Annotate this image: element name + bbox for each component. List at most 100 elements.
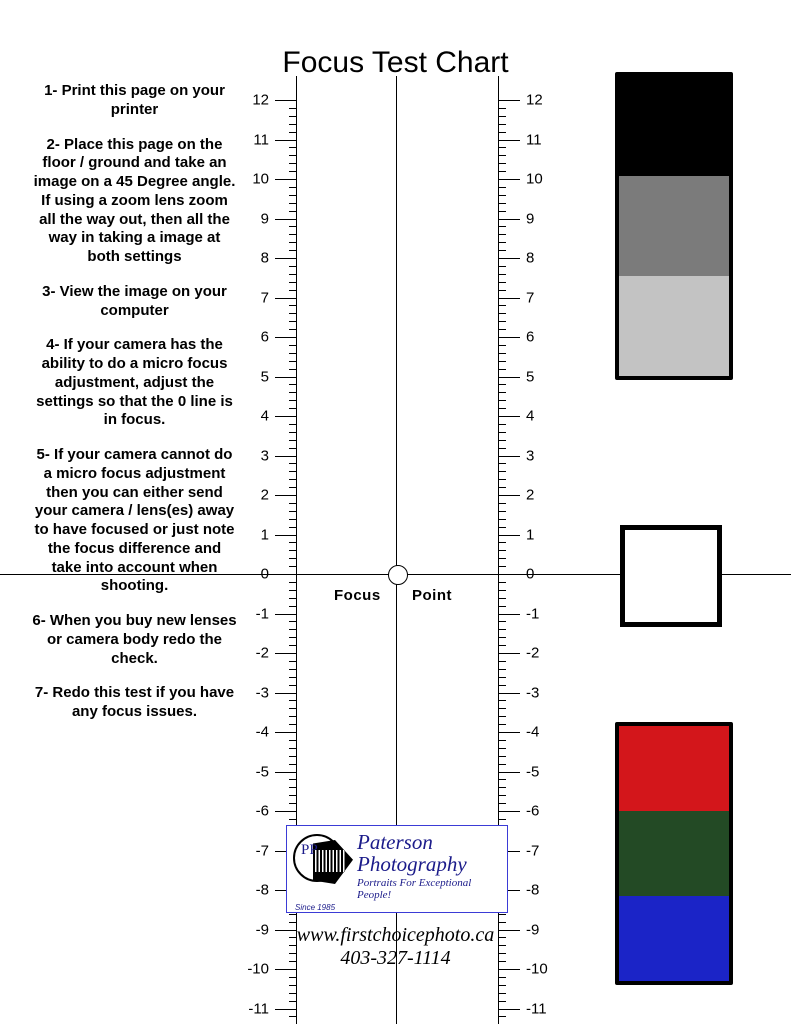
branding-card: PP Since 1985 Paterson Photography Portr… (286, 825, 508, 913)
tick-minor (498, 748, 506, 749)
logo-since: Since 1985 (295, 903, 335, 912)
tick-minor (289, 566, 297, 567)
tick-minor (289, 392, 297, 393)
tick-minor (289, 637, 297, 638)
tick-minor (498, 645, 506, 646)
tick-minor (289, 369, 297, 370)
tick-minor (498, 274, 506, 275)
tick-minor (498, 282, 506, 283)
tick-minor (289, 819, 297, 820)
tick-major (275, 456, 297, 457)
tick-major (498, 298, 520, 299)
tick-label: -3 (526, 685, 550, 700)
tick-label: 6 (245, 330, 269, 345)
tick-minor (289, 914, 297, 915)
tick-label: -8 (245, 883, 269, 898)
tick-minor (498, 321, 506, 322)
tick-label: 4 (526, 409, 550, 424)
tick-minor (289, 440, 297, 441)
tick-minor (498, 629, 506, 630)
tick-label: 5 (526, 369, 550, 384)
white-swatch (620, 525, 722, 627)
tick-minor (289, 511, 297, 512)
tick-minor (498, 819, 506, 820)
tick-minor (498, 606, 506, 607)
tick-minor (289, 503, 297, 504)
tick-major (275, 653, 297, 654)
chart-title: Focus Test Chart (282, 46, 508, 80)
tick-label: 1 (526, 527, 550, 542)
tick-label: 2 (526, 488, 550, 503)
tick-minor (289, 116, 297, 117)
tick-minor (498, 503, 506, 504)
tick-label: 7 (526, 290, 550, 305)
tick-label: 3 (245, 448, 269, 463)
tick-minor (289, 226, 297, 227)
tick-minor (289, 724, 297, 725)
step-1: 1- Print this page on your printer (32, 82, 237, 120)
tick-minor (289, 519, 297, 520)
tick-label: -8 (526, 883, 550, 898)
brand-line-2: Photography (357, 853, 501, 875)
tick-minor (289, 313, 297, 314)
tick-major (275, 535, 297, 536)
tick-minor (289, 795, 297, 796)
tick-minor (498, 384, 506, 385)
tick-label: 1 (245, 527, 269, 542)
tick-label: 3 (526, 448, 550, 463)
tick-minor (289, 187, 297, 188)
tick-label: 8 (526, 251, 550, 266)
step-4: 4- If your camera has the ability to do … (32, 336, 237, 430)
tick-minor (498, 147, 506, 148)
tick-minor (498, 803, 506, 804)
tick-minor (289, 1016, 297, 1017)
tick-minor (498, 582, 506, 583)
tick-label: -10 (526, 962, 550, 977)
tick-minor (289, 329, 297, 330)
tick-minor (289, 645, 297, 646)
website-url: www.firstchoicephoto.ca (266, 924, 526, 947)
tick-minor (498, 400, 506, 401)
tick-major (498, 1009, 520, 1010)
tick-label: -2 (526, 646, 550, 661)
tick-minor (498, 116, 506, 117)
tick-minor (498, 527, 506, 528)
tick-major (498, 732, 520, 733)
tick-minor (289, 558, 297, 559)
tick-minor (498, 914, 506, 915)
tick-major (275, 179, 297, 180)
tick-minor (289, 550, 297, 551)
focus-point-circle (388, 565, 408, 585)
tick-label: 2 (245, 488, 269, 503)
tick-major (498, 811, 520, 812)
tick-minor (289, 700, 297, 701)
tick-label: -6 (526, 804, 550, 819)
tick-minor (289, 993, 297, 994)
swatch-gray (619, 176, 729, 276)
step-7: 7- Redo this test if you have any focus … (32, 684, 237, 722)
tick-minor (289, 147, 297, 148)
tick-minor (498, 977, 506, 978)
tick-major (498, 772, 520, 773)
tick-major (498, 456, 520, 457)
tick-major (275, 693, 297, 694)
tick-minor (498, 432, 506, 433)
tick-minor (289, 108, 297, 109)
tick-label: 12 (245, 93, 269, 108)
tick-label: -9 (526, 922, 550, 937)
tick-major (498, 337, 520, 338)
tick-minor (289, 629, 297, 630)
swatch-red (619, 726, 729, 811)
tick-minor (498, 132, 506, 133)
tick-label: -3 (245, 685, 269, 700)
tick-label: 6 (526, 330, 550, 345)
tick-minor (498, 392, 506, 393)
tick-label: 11 (245, 132, 269, 147)
swatch-green (619, 811, 729, 896)
tick-minor (498, 740, 506, 741)
tick-minor (498, 550, 506, 551)
tick-minor (498, 155, 506, 156)
tick-major (275, 614, 297, 615)
tick-minor (289, 361, 297, 362)
tick-minor (289, 155, 297, 156)
